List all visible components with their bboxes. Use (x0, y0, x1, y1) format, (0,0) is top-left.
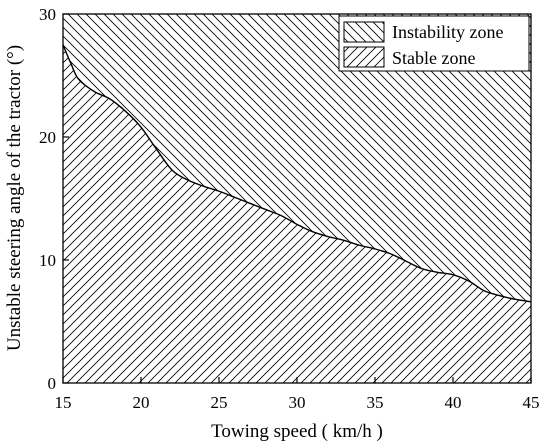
stable-zone-area (63, 44, 531, 383)
x-tick-label: 40 (445, 393, 462, 412)
x-tick-label: 35 (367, 393, 384, 412)
y-tick-label: 30 (39, 5, 56, 24)
legend-swatch-instability (343, 21, 385, 43)
y-axis-ticks: 0 10 20 30 (39, 5, 69, 393)
y-tick-label: 10 (39, 251, 56, 270)
x-tick-label: 20 (133, 393, 150, 412)
legend-swatch-stable (343, 46, 385, 68)
x-axis-title: Towing speed ( km/h ) (211, 421, 383, 442)
x-tick-label: 30 (289, 393, 306, 412)
legend-label-stable: Stable zone (392, 48, 475, 68)
boundary-curve (62, 44, 532, 303)
x-axis-ticks: 15 20 25 30 35 40 45 (55, 377, 540, 412)
instability-zone-area (63, 14, 531, 302)
y-axis-title: Unstable steering angle of the tractor (… (4, 45, 25, 351)
legend-label-instability: Instability zone (392, 22, 503, 42)
legend: Instability zone Stable zone (338, 15, 530, 72)
y-tick-label: 0 (48, 374, 57, 393)
x-tick-label: 45 (523, 393, 540, 412)
y-tick-label: 20 (39, 128, 56, 147)
x-tick-label: 25 (211, 393, 228, 412)
x-tick-label: 15 (55, 393, 72, 412)
